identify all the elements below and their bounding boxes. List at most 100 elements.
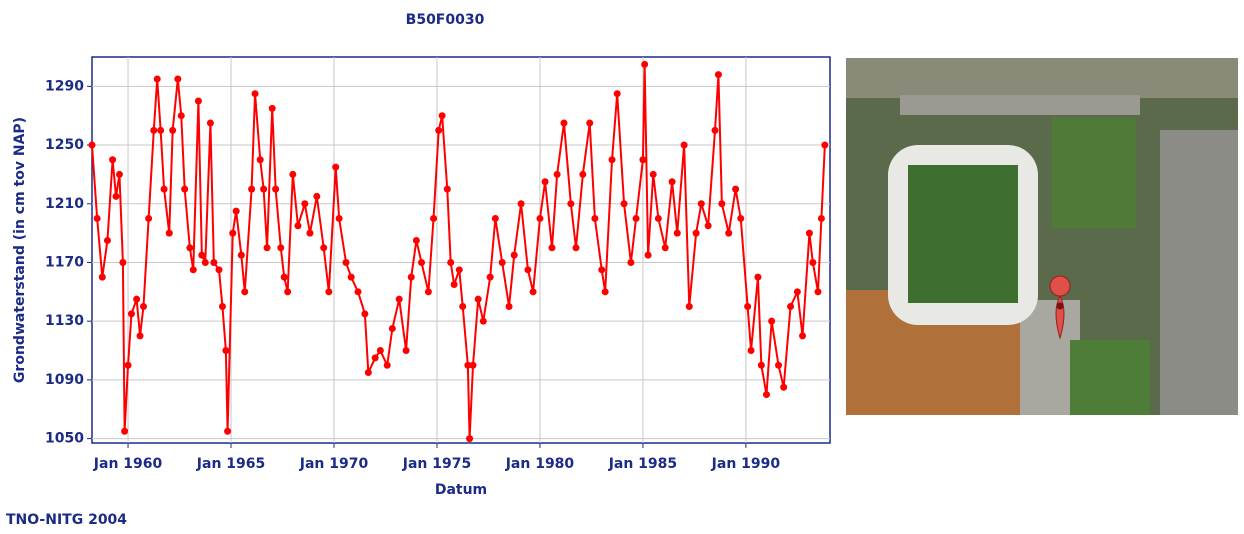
data-point (554, 171, 561, 178)
y-tick-label: 1090 (45, 372, 84, 388)
y-tick-label: 1050 (45, 431, 84, 447)
data-point (814, 288, 821, 295)
y-tick-label: 1290 (45, 78, 84, 94)
data-point (598, 266, 605, 273)
data-point (818, 215, 825, 222)
data-point (662, 244, 669, 251)
data-point (627, 259, 634, 266)
data-point (343, 259, 350, 266)
data-point (737, 215, 744, 222)
data-point (732, 186, 739, 193)
data-point (320, 244, 327, 251)
x-tick-label: Jan 1985 (608, 456, 677, 472)
x-tick-label: Jan 1965 (196, 456, 265, 472)
data-point (252, 90, 259, 97)
data-point (150, 127, 157, 134)
data-point (284, 288, 291, 295)
data-point (641, 61, 648, 68)
data-point (104, 237, 111, 244)
data-point (621, 200, 628, 207)
data-point (787, 303, 794, 310)
data-point (775, 362, 782, 369)
data-point (586, 120, 593, 127)
data-point (674, 230, 681, 237)
data-point (222, 347, 229, 354)
data-point (133, 296, 140, 303)
data-point (119, 259, 126, 266)
data-point (355, 288, 362, 295)
data-point (518, 200, 525, 207)
data-point (430, 215, 437, 222)
data-point (780, 384, 787, 391)
data-point (289, 171, 296, 178)
data-point (336, 215, 343, 222)
data-point (758, 362, 765, 369)
data-point (480, 318, 487, 325)
data-point (698, 200, 705, 207)
data-point (113, 193, 120, 200)
data-point (475, 296, 482, 303)
data-point (403, 347, 410, 354)
data-point (712, 127, 719, 134)
data-point (470, 362, 477, 369)
data-point (768, 318, 775, 325)
data-point (260, 186, 267, 193)
data-point (224, 428, 231, 435)
data-point (572, 244, 579, 251)
page: B50F0030 Datum Grondwaterstand (in cm to… (0, 0, 1244, 534)
data-point (207, 120, 214, 127)
data-point (418, 259, 425, 266)
data-point (238, 252, 245, 259)
data-point (748, 347, 755, 354)
data-point (301, 200, 308, 207)
data-point (377, 347, 384, 354)
y-tick-label: 1250 (45, 137, 84, 153)
data-point (456, 266, 463, 273)
data-point (186, 244, 193, 251)
data-point (693, 230, 700, 237)
data-point (384, 362, 391, 369)
data-point (633, 215, 640, 222)
data-point (821, 142, 828, 149)
data-point (499, 259, 506, 266)
data-point (219, 303, 226, 310)
data-point (389, 325, 396, 332)
data-point (121, 428, 128, 435)
data-point (94, 215, 101, 222)
data-point (492, 215, 499, 222)
data-point (715, 71, 722, 78)
chart-title: B50F0030 (406, 12, 485, 28)
data-point (128, 310, 135, 317)
data-point (655, 215, 662, 222)
data-point (650, 171, 657, 178)
data-point (511, 252, 518, 259)
x-tick-label: Jan 1960 (93, 456, 163, 472)
data-point (466, 435, 473, 442)
data-point (89, 142, 96, 149)
x-tick-label: Jan 1975 (402, 456, 471, 472)
data-point (681, 142, 688, 149)
data-point (365, 369, 372, 376)
data-point (396, 296, 403, 303)
y-tick-label: 1210 (45, 196, 84, 212)
data-point (669, 178, 676, 185)
data-point (325, 288, 332, 295)
data-point (425, 288, 432, 295)
data-point (125, 362, 132, 369)
footer: TNO-NITG 2004 (6, 512, 127, 528)
data-point (210, 259, 217, 266)
data-point (451, 281, 458, 288)
data-point (444, 186, 451, 193)
data-point (435, 127, 442, 134)
data-point (195, 98, 202, 105)
data-point (579, 171, 586, 178)
data-point (645, 252, 652, 259)
data-point (718, 200, 725, 207)
data-point (361, 310, 368, 317)
data-point (530, 288, 537, 295)
x-axis-label: Datum (435, 482, 487, 498)
data-point (233, 208, 240, 215)
data-point (181, 186, 188, 193)
data-point (137, 332, 144, 339)
data-point (560, 120, 567, 127)
